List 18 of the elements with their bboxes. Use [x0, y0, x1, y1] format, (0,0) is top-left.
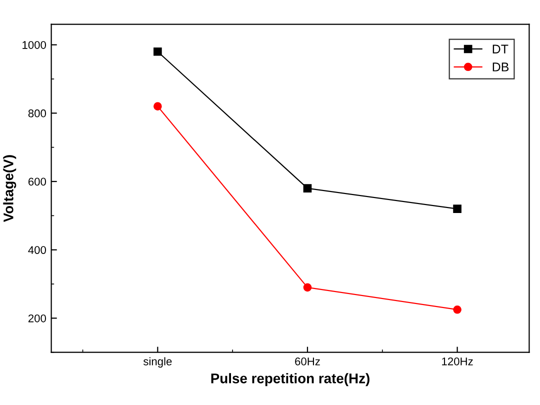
point [154, 102, 162, 110]
point [154, 47, 162, 56]
y-tick-label: 200 [28, 314, 46, 322]
y-tick-label: 600 [28, 178, 46, 186]
point [453, 305, 462, 314]
y-tick-label: 800 [28, 109, 46, 118]
legend-label: DT [492, 44, 508, 54]
x-tick-label: single [143, 357, 172, 368]
y-tick-label: 400 [28, 246, 46, 254]
point [303, 283, 312, 292]
x-tick-label: 60Hz [295, 358, 320, 366]
y-axis-title: Voltage(V) [3, 155, 16, 222]
y-tick-label: 1000 [22, 41, 46, 49]
point [453, 204, 462, 213]
point [303, 184, 312, 192]
legend-label: DB [492, 62, 509, 72]
x-tick-label: 120Hz [442, 358, 473, 366]
x-axis-title: Pulse repetition rate(Hz) [211, 373, 370, 386]
